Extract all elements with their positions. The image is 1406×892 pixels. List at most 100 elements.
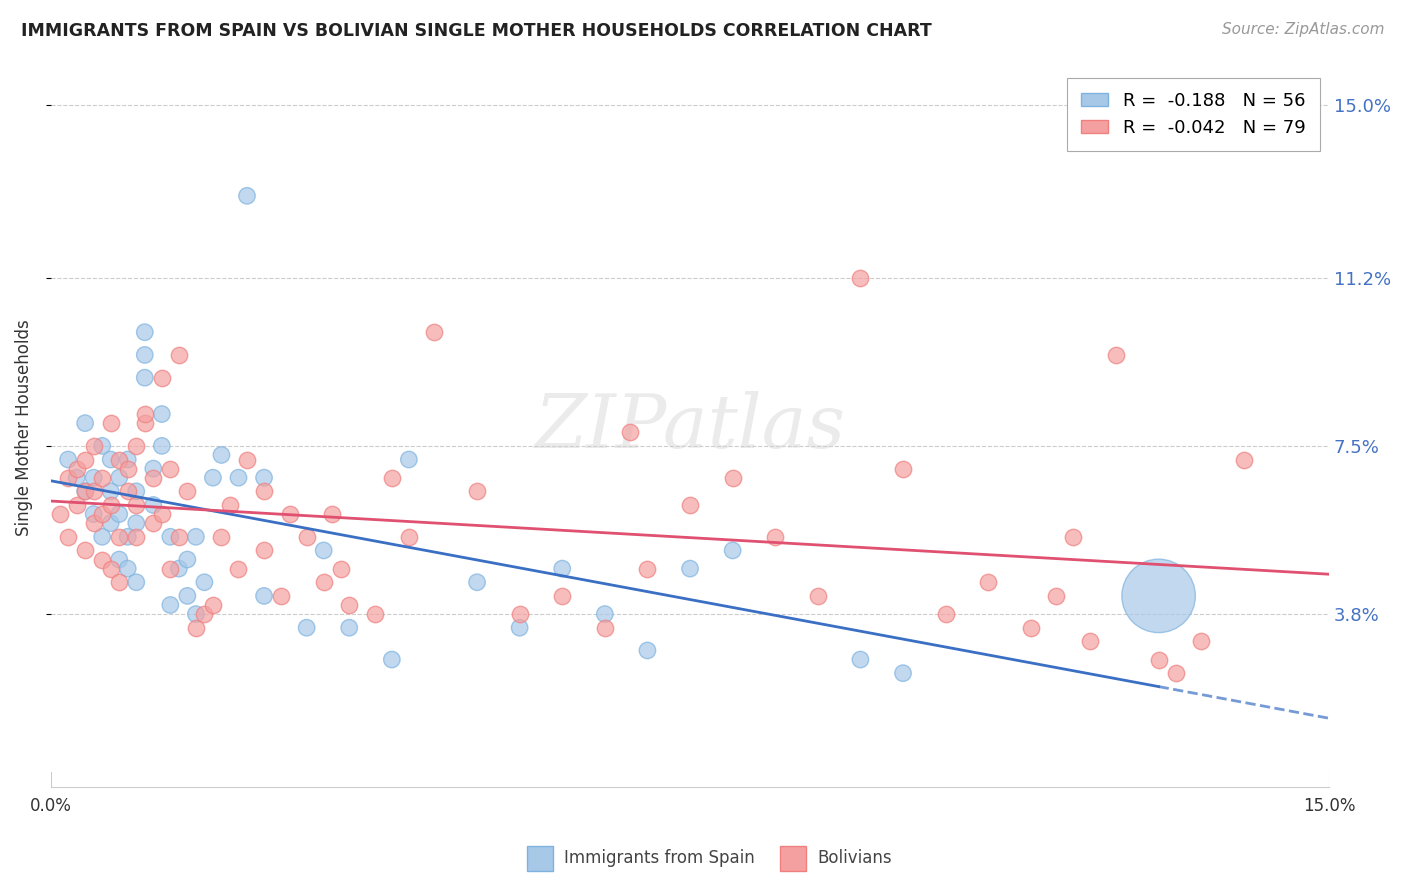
Point (108, 530, 131, 544)
Point (321, 507, 343, 521)
Text: Immigrants from Spain: Immigrants from Spain (564, 849, 755, 867)
Point (465, 575, 488, 590)
Text: Bolivians: Bolivians (817, 849, 891, 867)
Point (763, 530, 786, 544)
Point (167, 561, 190, 575)
Point (75, 484, 97, 499)
Point (134, 325, 156, 339)
Point (270, 589, 292, 603)
Point (100, 561, 122, 575)
Point (159, 461, 181, 475)
Point (1147, 589, 1170, 603)
Point (91, 439, 114, 453)
Point (176, 552, 198, 566)
Point (134, 370, 156, 384)
Point (193, 575, 215, 590)
Point (167, 530, 190, 544)
Point (1045, 589, 1067, 603)
Point (1080, 634, 1102, 648)
Point (891, 461, 914, 475)
Point (236, 189, 259, 203)
Point (176, 484, 198, 499)
Point (125, 484, 148, 499)
Point (849, 652, 872, 666)
Point (228, 471, 250, 485)
Point (619, 425, 641, 440)
Point (1062, 530, 1084, 544)
Point (551, 561, 574, 575)
Point (125, 439, 148, 453)
Y-axis label: Single Mother Households: Single Mother Households (15, 319, 32, 536)
Point (1233, 452, 1256, 467)
Point (312, 543, 335, 558)
Point (91, 471, 114, 485)
Point (891, 666, 914, 681)
Point (117, 484, 139, 499)
Point (83, 484, 105, 499)
Point (337, 598, 360, 612)
Point (167, 348, 190, 362)
Point (509, 607, 531, 621)
Point (679, 498, 702, 512)
Point (48, 507, 70, 521)
Point (117, 461, 139, 475)
Text: ZIPatlas: ZIPatlas (534, 392, 845, 464)
Point (83, 439, 105, 453)
Point (253, 471, 276, 485)
Point (150, 439, 173, 453)
Point (125, 516, 148, 530)
Point (721, 543, 744, 558)
Point (176, 589, 198, 603)
Point (278, 507, 301, 521)
Point (593, 621, 616, 635)
Point (295, 621, 318, 635)
Point (108, 471, 131, 485)
Point (312, 575, 335, 590)
Point (159, 530, 181, 544)
Point (849, 270, 872, 285)
Point (807, 589, 830, 603)
Point (1147, 652, 1170, 666)
Point (193, 607, 215, 621)
Point (100, 484, 122, 499)
Point (134, 348, 156, 362)
Point (75, 484, 97, 499)
Point (75, 543, 97, 558)
Point (337, 621, 360, 635)
Point (636, 643, 658, 657)
Point (1105, 348, 1128, 362)
Point (236, 452, 259, 467)
Point (679, 561, 702, 575)
Point (159, 561, 181, 575)
Point (83, 516, 105, 530)
Point (551, 589, 574, 603)
Point (125, 530, 148, 544)
Point (184, 621, 207, 635)
Point (509, 621, 531, 635)
Text: IMMIGRANTS FROM SPAIN VS BOLIVIAN SINGLE MOTHER HOUSEHOLDS CORRELATION CHART: IMMIGRANTS FROM SPAIN VS BOLIVIAN SINGLE… (21, 22, 932, 40)
Point (398, 530, 420, 544)
Point (159, 598, 181, 612)
Point (219, 498, 242, 512)
Point (465, 484, 488, 499)
Point (125, 575, 148, 590)
Point (211, 448, 233, 462)
Point (56, 530, 79, 544)
Point (142, 498, 165, 512)
Text: Source: ZipAtlas.com: Source: ZipAtlas.com (1222, 22, 1385, 37)
Point (201, 471, 224, 485)
Point (142, 471, 165, 485)
Point (117, 530, 139, 544)
Point (65, 471, 87, 485)
Point (977, 575, 1000, 590)
Legend: R =  -0.188   N = 56, R =  -0.042   N = 79: R = -0.188 N = 56, R = -0.042 N = 79 (1067, 78, 1320, 152)
Point (91, 530, 114, 544)
Point (935, 607, 957, 621)
Point (295, 530, 318, 544)
Point (150, 507, 173, 521)
Point (100, 416, 122, 430)
Point (56, 452, 79, 467)
Point (75, 452, 97, 467)
Point (381, 652, 404, 666)
Point (108, 575, 131, 590)
